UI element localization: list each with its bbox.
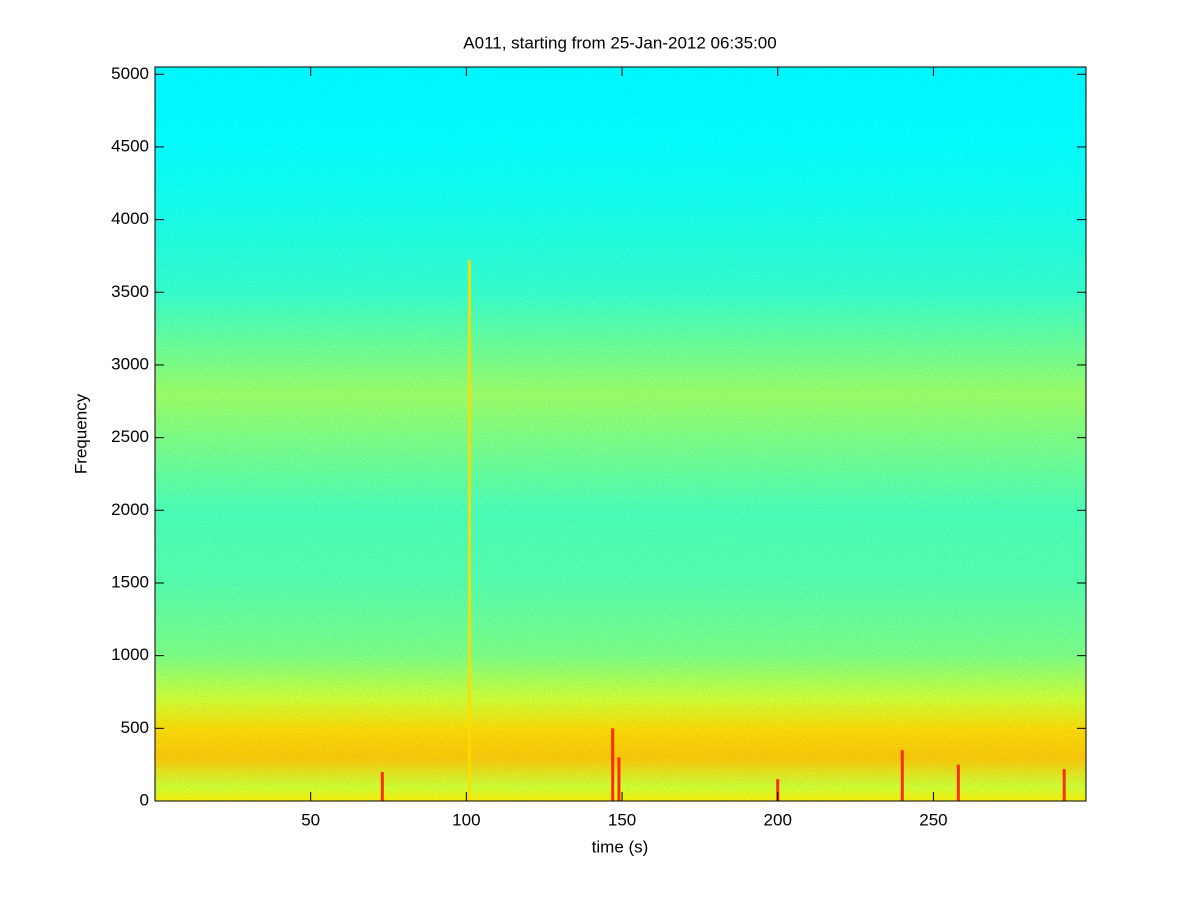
y-tick-label: 2500: [111, 427, 149, 446]
y-tick-label: 4500: [111, 136, 149, 155]
y-tick-label: 1500: [111, 572, 149, 591]
noise-texture: [155, 67, 1086, 801]
event: [380, 771, 384, 801]
axes: 50 100 150 200 25005001000150020002500300035…: [111, 64, 1086, 829]
y-tick-label: 3500: [111, 282, 149, 301]
y-tick-label: 500: [121, 718, 149, 737]
event: [611, 728, 615, 801]
y-tick-label: 1000: [111, 645, 149, 664]
event: [900, 750, 904, 801]
event: [467, 260, 471, 801]
x-tick-label: 100: [452, 810, 480, 829]
plot-frame: [154, 66, 1087, 802]
event: [956, 764, 960, 801]
event: [1062, 769, 1066, 801]
y-tick-label: 0: [140, 790, 149, 809]
x-axis-label: time (s): [592, 837, 649, 856]
x-tick-label: 250: [919, 810, 947, 829]
y-axis-label: Frequency: [71, 393, 90, 474]
x-tick-label: 150: [608, 810, 636, 829]
y-tick-label: 3000: [111, 354, 149, 373]
chart-title: A011, starting from 25-Jan-2012 06:35:00: [463, 33, 776, 52]
y-tick-label: 4000: [111, 209, 149, 228]
x-tick-label: 50: [301, 810, 320, 829]
x-tick-label: 200: [764, 810, 792, 829]
event: [617, 757, 621, 801]
event: [776, 779, 780, 801]
events: [380, 260, 1066, 801]
y-tick-label: 2000: [111, 500, 149, 519]
y-tick-label: 5000: [111, 64, 149, 83]
